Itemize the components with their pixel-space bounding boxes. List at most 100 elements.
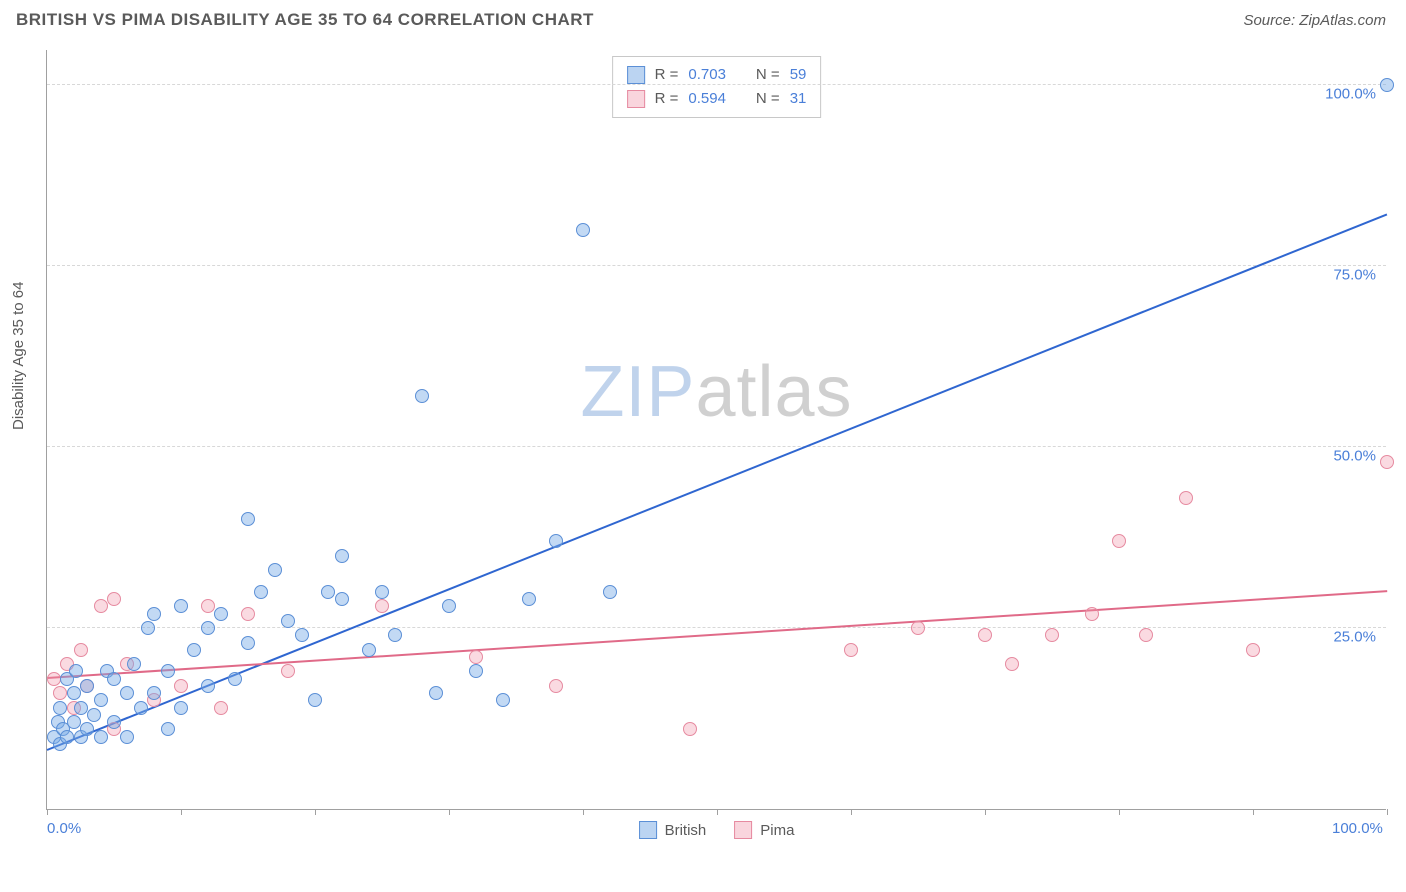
gridline bbox=[47, 265, 1386, 266]
data-point-british bbox=[87, 708, 101, 722]
data-point-british bbox=[241, 512, 255, 526]
trendline-british bbox=[47, 214, 1388, 751]
data-point-british bbox=[141, 621, 155, 635]
data-point-pima bbox=[549, 679, 563, 693]
ytick-label: 75.0% bbox=[1333, 267, 1376, 284]
legend-item-british: British bbox=[639, 821, 707, 839]
data-point-british bbox=[107, 672, 121, 686]
data-point-pima bbox=[375, 599, 389, 613]
data-point-pima bbox=[1112, 534, 1126, 548]
data-point-pima bbox=[844, 643, 858, 657]
data-point-british bbox=[67, 715, 81, 729]
data-point-british bbox=[147, 686, 161, 700]
data-point-pima bbox=[214, 701, 228, 715]
xtick-mark bbox=[583, 809, 584, 815]
data-point-pima bbox=[174, 679, 188, 693]
trendline-pima bbox=[47, 590, 1387, 679]
data-point-british bbox=[308, 693, 322, 707]
xtick-mark bbox=[315, 809, 316, 815]
xtick-mark bbox=[1387, 809, 1388, 815]
series-legend: British Pima bbox=[639, 821, 795, 839]
data-point-british bbox=[201, 679, 215, 693]
data-point-british bbox=[281, 614, 295, 628]
data-point-pima bbox=[1005, 657, 1019, 671]
data-point-british bbox=[147, 607, 161, 621]
data-point-british bbox=[120, 730, 134, 744]
data-point-british bbox=[335, 549, 349, 563]
data-point-pima bbox=[74, 643, 88, 657]
source-label: Source: ZipAtlas.com bbox=[1243, 12, 1386, 29]
data-point-british bbox=[241, 636, 255, 650]
data-point-british bbox=[321, 585, 335, 599]
data-point-british bbox=[576, 223, 590, 237]
data-point-pima bbox=[1380, 455, 1394, 469]
data-point-pima bbox=[107, 592, 121, 606]
xtick-mark bbox=[449, 809, 450, 815]
data-point-pima bbox=[47, 672, 61, 686]
scatter-plot: ZIPatlas R = 0.703 N = 59 R = 0.594 N = … bbox=[46, 50, 1386, 810]
data-point-pima bbox=[53, 686, 67, 700]
data-point-pima bbox=[469, 650, 483, 664]
data-point-british bbox=[60, 730, 74, 744]
legend-row-pima: R = 0.594 N = 31 bbox=[627, 87, 807, 111]
xtick-mark bbox=[1119, 809, 1120, 815]
chart-title: BRITISH VS PIMA DISABILITY AGE 35 TO 64 … bbox=[16, 10, 594, 30]
data-point-pima bbox=[1246, 643, 1260, 657]
data-point-british bbox=[469, 664, 483, 678]
data-point-british bbox=[335, 592, 349, 606]
data-point-pima bbox=[1139, 628, 1153, 642]
data-point-british bbox=[187, 643, 201, 657]
data-point-british bbox=[254, 585, 268, 599]
data-point-british bbox=[80, 679, 94, 693]
gridline bbox=[47, 446, 1386, 447]
data-point-british bbox=[80, 722, 94, 736]
data-point-british bbox=[67, 686, 81, 700]
data-point-british bbox=[120, 686, 134, 700]
data-point-british bbox=[362, 643, 376, 657]
data-point-pima bbox=[978, 628, 992, 642]
xtick-mark bbox=[717, 809, 718, 815]
data-point-british bbox=[214, 607, 228, 621]
data-point-pima bbox=[911, 621, 925, 635]
data-point-british bbox=[549, 534, 563, 548]
chart-header: BRITISH VS PIMA DISABILITY AGE 35 TO 64 … bbox=[0, 0, 1406, 36]
data-point-british bbox=[107, 715, 121, 729]
xtick-mark bbox=[985, 809, 986, 815]
data-point-british bbox=[496, 693, 510, 707]
data-point-british bbox=[127, 657, 141, 671]
data-point-british bbox=[375, 585, 389, 599]
swatch-pima bbox=[734, 821, 752, 839]
xtick-label: 0.0% bbox=[47, 820, 81, 837]
data-point-pima bbox=[1085, 607, 1099, 621]
data-point-british bbox=[94, 730, 108, 744]
data-point-british bbox=[174, 701, 188, 715]
data-point-pima bbox=[281, 664, 295, 678]
data-point-british bbox=[201, 621, 215, 635]
data-point-pima bbox=[94, 599, 108, 613]
data-point-british bbox=[415, 389, 429, 403]
data-point-british bbox=[429, 686, 443, 700]
xtick-mark bbox=[47, 809, 48, 815]
data-point-pima bbox=[201, 599, 215, 613]
data-point-british bbox=[522, 592, 536, 606]
gridline bbox=[47, 627, 1386, 628]
xtick-label: 100.0% bbox=[1332, 820, 1383, 837]
xtick-mark bbox=[851, 809, 852, 815]
data-point-british bbox=[442, 599, 456, 613]
xtick-mark bbox=[1253, 809, 1254, 815]
data-point-british bbox=[603, 585, 617, 599]
data-point-british bbox=[174, 599, 188, 613]
ytick-label: 100.0% bbox=[1325, 86, 1376, 103]
swatch-pima bbox=[627, 90, 645, 108]
data-point-pima bbox=[241, 607, 255, 621]
data-point-british bbox=[94, 693, 108, 707]
data-point-british bbox=[295, 628, 309, 642]
data-point-pima bbox=[1045, 628, 1059, 642]
data-point-british bbox=[53, 701, 67, 715]
data-point-british bbox=[74, 701, 88, 715]
data-point-british bbox=[134, 701, 148, 715]
ytick-label: 25.0% bbox=[1333, 629, 1376, 646]
ytick-label: 50.0% bbox=[1333, 448, 1376, 465]
swatch-british bbox=[639, 821, 657, 839]
data-point-british bbox=[228, 672, 242, 686]
